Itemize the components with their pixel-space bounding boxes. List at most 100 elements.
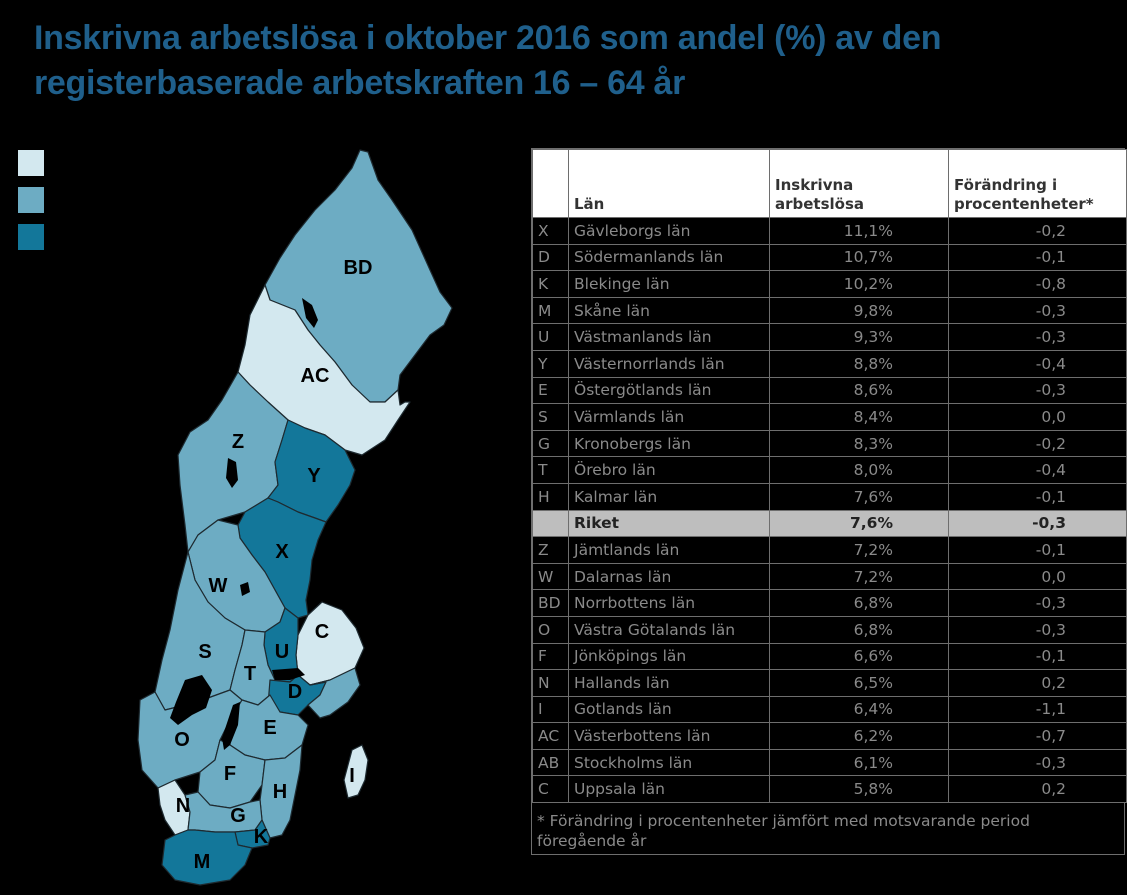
cell-code: U bbox=[532, 323, 569, 351]
cell-change: -0,3 bbox=[948, 589, 1127, 617]
cell-county: Skåne län bbox=[568, 296, 770, 325]
cell-rate: 6,4% bbox=[769, 695, 949, 724]
table-row: F Jönköpings län 6,6% -0,1 bbox=[532, 642, 1127, 671]
cell-code: X bbox=[532, 217, 569, 245]
label-i: I bbox=[349, 765, 355, 787]
lake-siljan bbox=[240, 582, 250, 596]
region-i[interactable] bbox=[343, 744, 369, 799]
cell-change: -0,1 bbox=[948, 536, 1127, 564]
table-row: K Blekinge län 10,2% -0,8 bbox=[532, 270, 1127, 298]
label-d: D bbox=[288, 681, 302, 703]
label-n: N bbox=[176, 795, 190, 817]
cell-code: W bbox=[532, 562, 569, 591]
cell-rate: 10,2% bbox=[769, 270, 949, 298]
table-row: E Östergötlands län 8,6% -0,3 bbox=[532, 376, 1127, 405]
cell-county: Hallands län bbox=[568, 669, 770, 697]
cell-rate: 8,6% bbox=[769, 376, 949, 405]
label-k: K bbox=[254, 826, 269, 848]
legend-item-low bbox=[18, 150, 44, 176]
cell-code: Z bbox=[532, 536, 569, 564]
cell-change: -0,3 bbox=[948, 509, 1127, 538]
label-g: G bbox=[230, 805, 246, 827]
table-row: BD Norrbottens län 6,8% -0,3 bbox=[532, 589, 1127, 617]
region-ab[interactable] bbox=[307, 667, 361, 719]
cell-change: -0,2 bbox=[948, 429, 1127, 458]
cell-code: H bbox=[532, 482, 569, 511]
cell-county: Blekinge län bbox=[568, 270, 770, 298]
label-t: T bbox=[244, 663, 256, 685]
cell-change: -0,2 bbox=[948, 217, 1127, 245]
cell-change: -0,8 bbox=[948, 270, 1127, 298]
cell-change: -0,4 bbox=[948, 349, 1127, 378]
cell-code: S bbox=[532, 403, 569, 431]
cell-code: N bbox=[532, 669, 569, 697]
cell-county: Örebro län bbox=[568, 456, 770, 484]
header-change: Förändring i procentenheter* bbox=[948, 149, 1127, 218]
label-c: C bbox=[315, 621, 329, 643]
legend-item-high bbox=[18, 224, 44, 250]
cell-rate: 6,2% bbox=[769, 722, 949, 750]
cell-county: Västmanlands län bbox=[568, 323, 770, 351]
unemployment-table-container: Län Inskrivna arbetslösa Förändring i pr… bbox=[531, 148, 1127, 855]
label-e: E bbox=[263, 717, 276, 739]
label-z: Z bbox=[232, 431, 244, 453]
cell-code bbox=[532, 509, 569, 538]
table-row: D Södermanlands län 10,7% -0,1 bbox=[532, 243, 1127, 272]
cell-rate: 7,2% bbox=[769, 536, 949, 564]
label-f: F bbox=[224, 763, 236, 785]
header-code bbox=[532, 149, 569, 218]
legend-swatch-mid bbox=[18, 187, 44, 213]
cell-rate: 10,7% bbox=[769, 243, 949, 272]
label-bd: BD bbox=[344, 257, 373, 279]
table-row: N Hallands län 6,5% 0,2 bbox=[532, 669, 1127, 697]
cell-change: 0,2 bbox=[948, 669, 1127, 697]
label-h: H bbox=[273, 781, 287, 803]
table-footnote: * Förändring i procentenheter jämfört me… bbox=[537, 812, 1030, 851]
sweden-county-map: BD AC Z Y X W C U S T D O E F I N G H K … bbox=[137, 149, 453, 886]
lake-malaren bbox=[272, 668, 305, 680]
cell-rate: 6,8% bbox=[769, 615, 949, 644]
cell-code: BD bbox=[532, 589, 569, 617]
table-row-total: Riket 7,6% -0,3 bbox=[532, 509, 1127, 538]
cell-code: F bbox=[532, 642, 569, 671]
table-row: Y Västernorrlands län 8,8% -0,4 bbox=[532, 349, 1127, 378]
legend-swatch-low bbox=[18, 150, 44, 176]
cell-code: K bbox=[532, 270, 569, 298]
table-row: M Skåne län 9,8% -0,3 bbox=[532, 296, 1127, 325]
label-w: W bbox=[209, 575, 228, 597]
cell-code: AB bbox=[532, 748, 569, 777]
cell-change: -0,1 bbox=[948, 482, 1127, 511]
cell-rate: 8,0% bbox=[769, 456, 949, 484]
cell-change: -1,1 bbox=[948, 695, 1127, 724]
map-legend bbox=[18, 150, 44, 261]
region-m[interactable] bbox=[161, 829, 253, 886]
table-body: X Gävleborgs län 11,1% -0,2 D Södermanlands l… bbox=[532, 217, 1127, 804]
cell-change: 0,0 bbox=[948, 403, 1127, 431]
cell-code: M bbox=[532, 296, 569, 325]
table-header-row: Län Inskrivna arbetslösa Förändring i pr… bbox=[532, 149, 1127, 218]
cell-county: Södermanlands län bbox=[568, 243, 770, 272]
cell-code: Y bbox=[532, 349, 569, 378]
legend-item-mid bbox=[18, 187, 44, 213]
region-h[interactable] bbox=[259, 744, 303, 839]
cell-county: Värmlands län bbox=[568, 403, 770, 431]
cell-rate: 5,8% bbox=[769, 775, 949, 804]
lake-vattern bbox=[222, 702, 240, 750]
cell-change: 0,0 bbox=[948, 562, 1127, 591]
table-row: I Gotlands län 6,4% -1,1 bbox=[532, 695, 1127, 724]
table-row: O Västra Götalands län 6,8% -0,3 bbox=[532, 615, 1127, 644]
cell-rate: 6,5% bbox=[769, 669, 949, 697]
cell-county: Västernorrlands län bbox=[568, 349, 770, 378]
label-x: X bbox=[275, 541, 289, 563]
cell-county: Stockholms län bbox=[568, 748, 770, 777]
table-row: G Kronobergs län 8,3% -0,2 bbox=[532, 429, 1127, 458]
cell-change: -0,4 bbox=[948, 456, 1127, 484]
cell-rate: 8,4% bbox=[769, 403, 949, 431]
cell-change: -0,3 bbox=[948, 615, 1127, 644]
cell-rate: 9,8% bbox=[769, 296, 949, 325]
cell-change: -0,3 bbox=[948, 323, 1127, 351]
cell-county: Dalarnas län bbox=[568, 562, 770, 591]
lakes bbox=[170, 298, 318, 750]
table-row: AB Stockholms län 6,1% -0,3 bbox=[532, 748, 1127, 777]
cell-county: Gotlands län bbox=[568, 695, 770, 724]
